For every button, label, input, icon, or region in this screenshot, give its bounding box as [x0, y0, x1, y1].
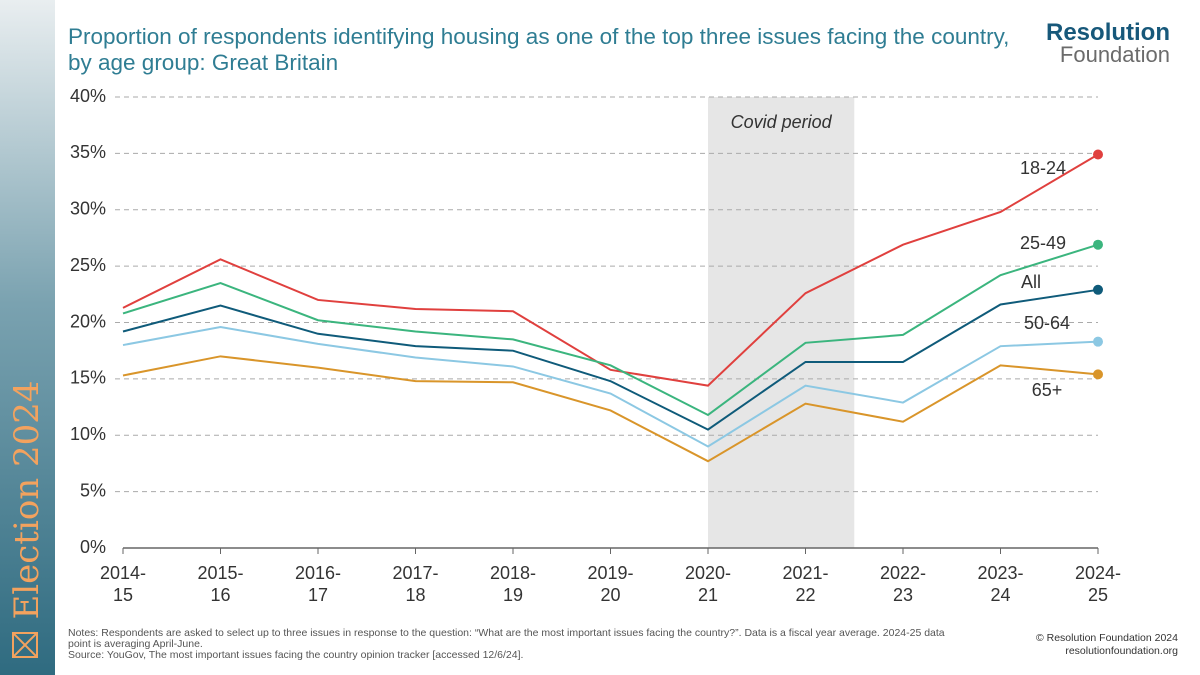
series-label: 50-64 — [1024, 313, 1070, 333]
logo: Resolution Foundation — [1046, 19, 1170, 67]
x-tick-label: 2019- — [587, 563, 633, 583]
y-tick-label: 15% — [70, 368, 106, 388]
x-tick-label: 17 — [308, 585, 328, 605]
x-tick-label: 2021- — [782, 563, 828, 583]
x-tick-label: 20 — [600, 585, 620, 605]
x-tick-label: 2017- — [392, 563, 438, 583]
copyright: © Resolution Foundation 2024 resolutionfo… — [1036, 632, 1178, 658]
x-tick-label: 19 — [503, 585, 523, 605]
x-tick-label: 16 — [210, 585, 230, 605]
x-tick-label: 2023- — [977, 563, 1023, 583]
end-dot — [1093, 336, 1103, 347]
x-tick-label: 2016- — [295, 563, 341, 583]
series-label: 18-24 — [1020, 158, 1066, 178]
sidebar — [0, 0, 55, 675]
end-dot — [1093, 369, 1103, 380]
series-line — [122, 325, 1099, 448]
series-line — [122, 153, 1099, 387]
x-tick-label: 2022- — [880, 563, 926, 583]
source: Source: YouGov, The most important issue… — [68, 649, 524, 661]
chart-title: Proportion of respondents identifying ho… — [68, 24, 1010, 75]
series-line — [122, 243, 1099, 417]
series-label: 25-49 — [1020, 233, 1066, 253]
y-tick-label: 40% — [70, 86, 106, 106]
footer: Notes: Respondents are asked to select u… — [68, 628, 968, 661]
x-tick-label: 2024- — [1075, 563, 1121, 583]
x-tick-label: 18 — [405, 585, 425, 605]
end-dot — [1093, 284, 1103, 295]
logo-top: Resolution — [1046, 19, 1170, 46]
x-tick-label: 2015- — [197, 563, 243, 583]
y-tick-label: 35% — [70, 142, 106, 162]
y-tick-label: 25% — [70, 255, 106, 275]
x-tick-label: 2020- — [685, 563, 731, 583]
series-label: All — [1021, 272, 1041, 292]
x-tick-label: 21 — [698, 585, 718, 605]
url: resolutionfoundation.org — [1065, 645, 1178, 657]
series-line — [122, 355, 1099, 463]
x-tick-label: 2018- — [490, 563, 536, 583]
copyright-text: © Resolution Foundation 2024 — [1035, 632, 1178, 644]
ballot-icon — [12, 632, 38, 658]
x-tick-label: 23 — [893, 585, 913, 605]
y-tick-label: 10% — [70, 424, 106, 444]
x-tick-label: 2014- — [100, 563, 146, 583]
covid-label: Covid period — [731, 112, 833, 132]
notes: Notes: Respondents are asked to select u… — [68, 627, 945, 650]
y-tick-label: 5% — [80, 480, 106, 500]
x-tick-label: 24 — [990, 585, 1010, 605]
x-tick-label: 25 — [1088, 585, 1108, 605]
x-tick-label: 15 — [113, 585, 133, 605]
y-tick-label: 0% — [80, 537, 106, 557]
end-dot — [1093, 239, 1103, 250]
logo-bottom: Foundation — [1059, 42, 1170, 67]
end-dot — [1093, 149, 1103, 160]
x-tick-label: 22 — [795, 585, 815, 605]
series-line — [122, 288, 1099, 431]
y-tick-label: 30% — [70, 199, 106, 219]
series-label: 65+ — [1032, 380, 1063, 400]
y-tick-label: 20% — [70, 311, 106, 331]
